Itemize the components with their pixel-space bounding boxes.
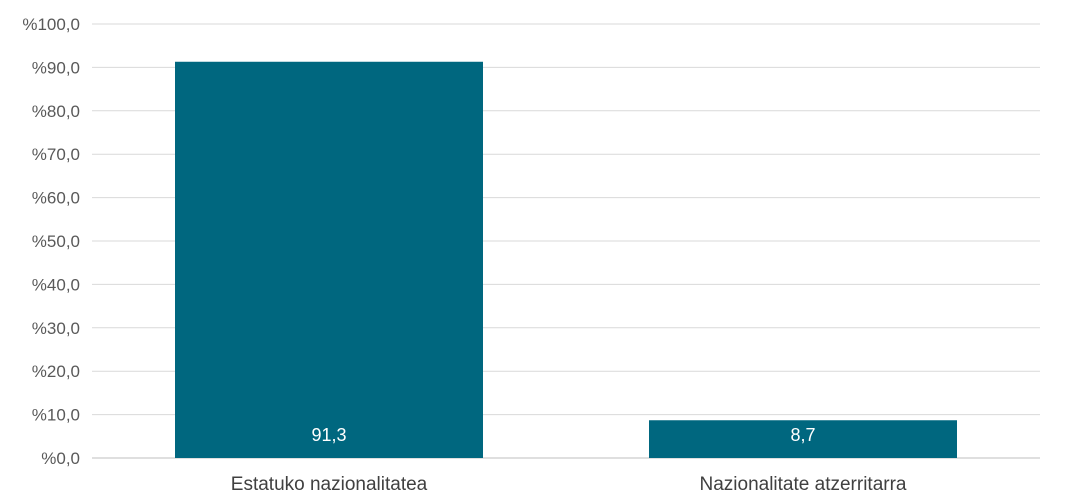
data-label: 91,3	[311, 425, 346, 445]
y-tick-label: %80,0	[32, 102, 80, 121]
y-tick-label: %60,0	[32, 189, 80, 208]
bars: 91,3 8,7	[175, 61, 957, 459]
y-tick-label: %50,0	[32, 232, 80, 251]
y-tick-label: %20,0	[32, 362, 80, 381]
y-tick-label: %70,0	[32, 145, 80, 164]
x-category-label: Nazionalitate atzerritarra	[700, 474, 907, 495]
y-tick-label: %100,0	[22, 15, 80, 34]
bar	[649, 420, 957, 458]
y-tick-label: %40,0	[32, 275, 80, 294]
y-tick-label: %0,0	[41, 449, 80, 468]
x-axis: Estatuko nazionalitatea Nazionalitate atz…	[231, 474, 907, 495]
y-axis: %0,0 %10,0 %20,0 %30,0 %40,0 %50,0 %60,0 %70,0%…	[22, 15, 80, 468]
bar	[175, 61, 483, 459]
y-tick-label: %90,0	[32, 58, 80, 77]
y-tick-label: %30,0	[32, 319, 80, 338]
data-label: 8,7	[790, 425, 815, 445]
y-tick-label: %10,0	[32, 406, 80, 425]
x-category-label: Estatuko nazionalitatea	[231, 474, 428, 495]
